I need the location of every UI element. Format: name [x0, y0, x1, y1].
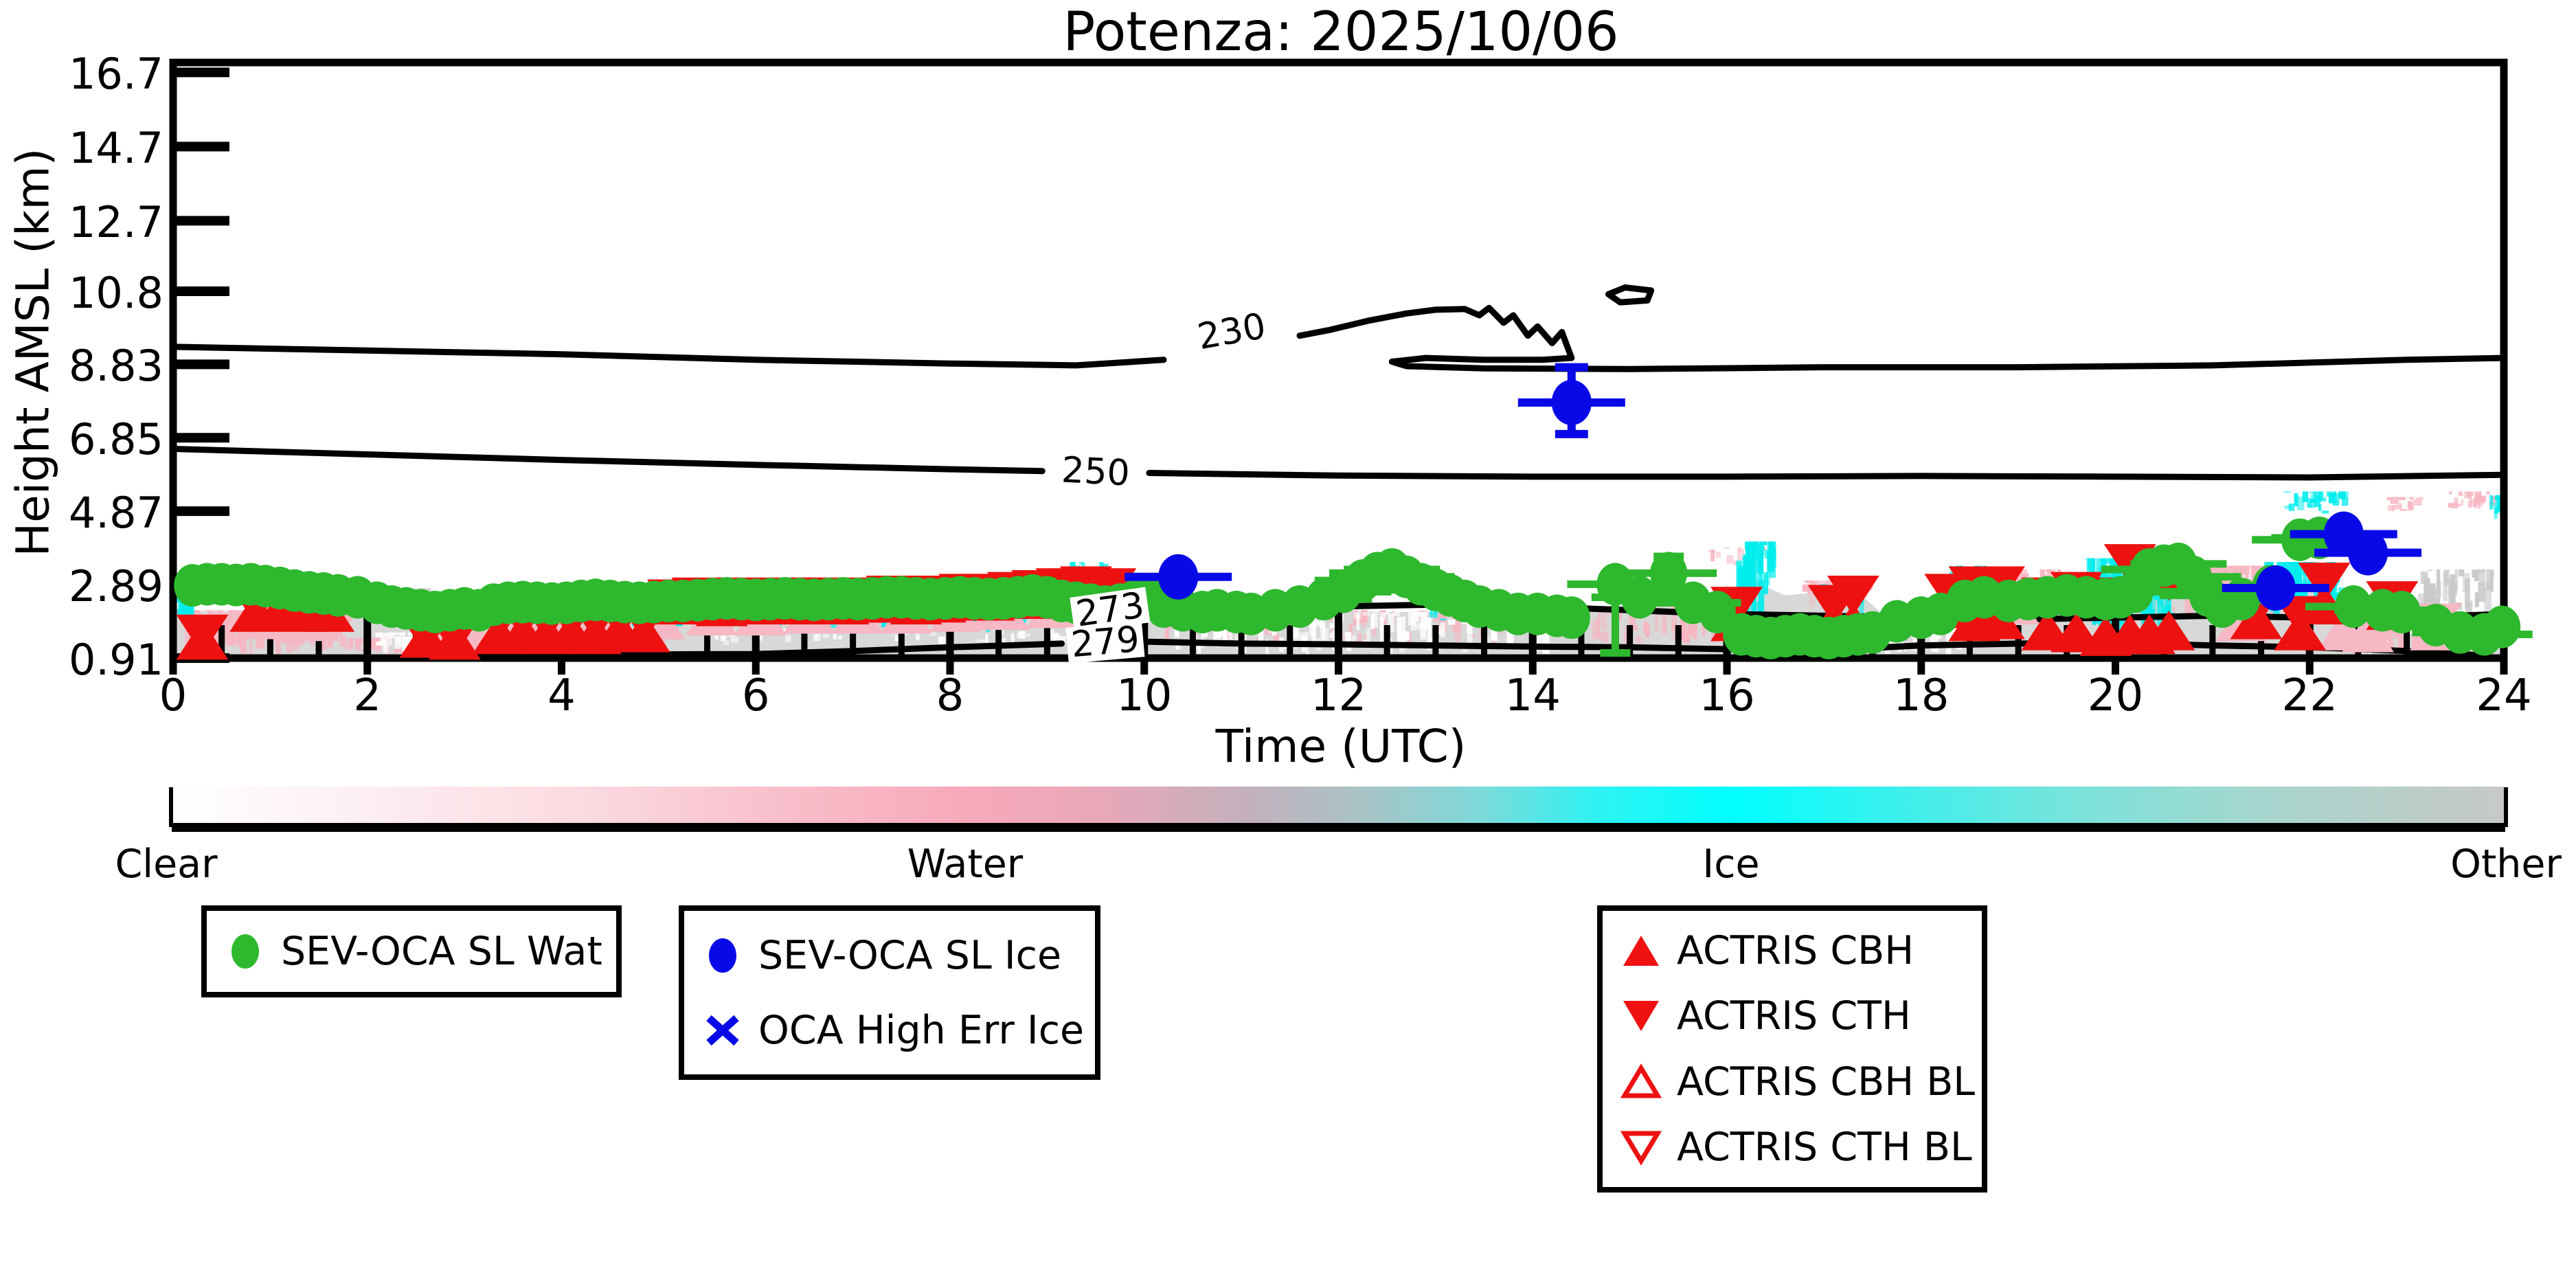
- water-circle-icon: [231, 934, 259, 969]
- water-point: [1620, 576, 1658, 619]
- y-tick-label: 14.7: [68, 123, 163, 174]
- x-tick-label: 2: [353, 670, 382, 721]
- x-tick-label: 12: [1310, 670, 1367, 721]
- ice-point: [2348, 530, 2388, 576]
- y-tick-label: 8.83: [68, 341, 163, 392]
- legend-item-sev-oca-sl-ice: SEV-OCA SL Ice: [702, 933, 1077, 978]
- y-tick-label: 10.8: [68, 267, 163, 318]
- y-tick-label: 2.89: [68, 561, 163, 612]
- x-tick-label: 18: [1893, 670, 1950, 721]
- x-tick-label: 20: [2087, 670, 2144, 721]
- triangle-up-filled-icon: [1623, 935, 1659, 966]
- classification-colorbar: [173, 787, 2504, 823]
- y-tick-label: 0.91: [68, 635, 163, 685]
- legend-item-oca-high-err-ice: OCA High Err Ice: [702, 1008, 1084, 1053]
- colorbar-label-ice: Ice: [1702, 841, 1760, 887]
- triangle-down-filled-icon: [1623, 1001, 1659, 1032]
- legend-ice: SEV-OCA SL Ice OCA High Err Ice: [679, 905, 1100, 1080]
- contour-250: [170, 445, 1046, 475]
- legend-water: SEV-OCA SL Wat: [201, 905, 622, 997]
- ice-point: [2255, 565, 2296, 611]
- x-tick-label: 4: [547, 670, 576, 721]
- x-axis-label: Time (UTC): [1215, 720, 1467, 773]
- contour-230-closed-loop: [1605, 284, 1655, 306]
- page-title: Potenza: 2025/10/06: [1063, 1, 1619, 63]
- ice-point: [1551, 379, 1592, 425]
- x-tick-label: 16: [1699, 670, 1755, 721]
- contour-label-250: 250: [1057, 449, 1135, 494]
- x-tick-label: 8: [936, 670, 964, 721]
- legend-item-actris-cbh: ACTRIS CBH: [1620, 928, 1964, 973]
- water-point: [2483, 605, 2521, 648]
- x-tick-label: 0: [159, 670, 188, 721]
- triangle-up-open-icon: [1620, 1063, 1662, 1098]
- colorbar-label-clear: Clear: [115, 841, 218, 887]
- x-tick-label: 10: [1116, 670, 1173, 721]
- water-point: [1650, 552, 1688, 595]
- colorbar-label-other: Other: [2450, 841, 2562, 887]
- plot-frame: [169, 58, 2508, 662]
- y-tick-label: 6.85: [68, 414, 163, 465]
- y-tick-label: 16.7: [68, 49, 163, 100]
- x-tick-label: 6: [741, 670, 770, 721]
- colorbar-baseline: [172, 823, 2505, 832]
- contour-230: [170, 343, 1167, 369]
- legend-item-actris-cth: ACTRIS CTH: [1620, 993, 1964, 1039]
- contour-250: [1146, 470, 2507, 481]
- legend-actris: ACTRIS CBH ACTRIS CTH ACTRIS CBH BL ACTR…: [1597, 905, 1987, 1193]
- water-point: [1552, 596, 1590, 640]
- contour-230: [1296, 304, 2507, 372]
- legend-item-sev-oca-sl-wat: SEV-OCA SL Wat: [225, 929, 602, 974]
- colorbar-label-water: Water: [907, 841, 1024, 887]
- legend-item-actris-cbh-bl: ACTRIS CBH BL: [1620, 1059, 1975, 1105]
- contour-label-279: 279: [1065, 619, 1145, 666]
- y-tick-label: 12.7: [68, 197, 163, 248]
- ice-point: [1158, 554, 1199, 600]
- x-tick-label: 24: [2476, 670, 2532, 721]
- triangle-down-open-icon: [1620, 1131, 1662, 1166]
- x-marker-icon: [706, 1015, 739, 1046]
- ice-circle-icon: [709, 938, 736, 973]
- x-tick-label: 22: [2281, 670, 2338, 721]
- x-tick-label: 14: [1504, 670, 1561, 721]
- y-tick-label: 4.87: [68, 488, 163, 539]
- legend-item-actris-cth-bl: ACTRIS CTH BL: [1620, 1125, 1972, 1170]
